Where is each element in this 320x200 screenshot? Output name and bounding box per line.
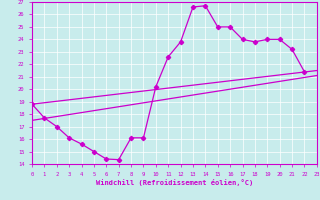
X-axis label: Windchill (Refroidissement éolien,°C): Windchill (Refroidissement éolien,°C): [96, 179, 253, 186]
